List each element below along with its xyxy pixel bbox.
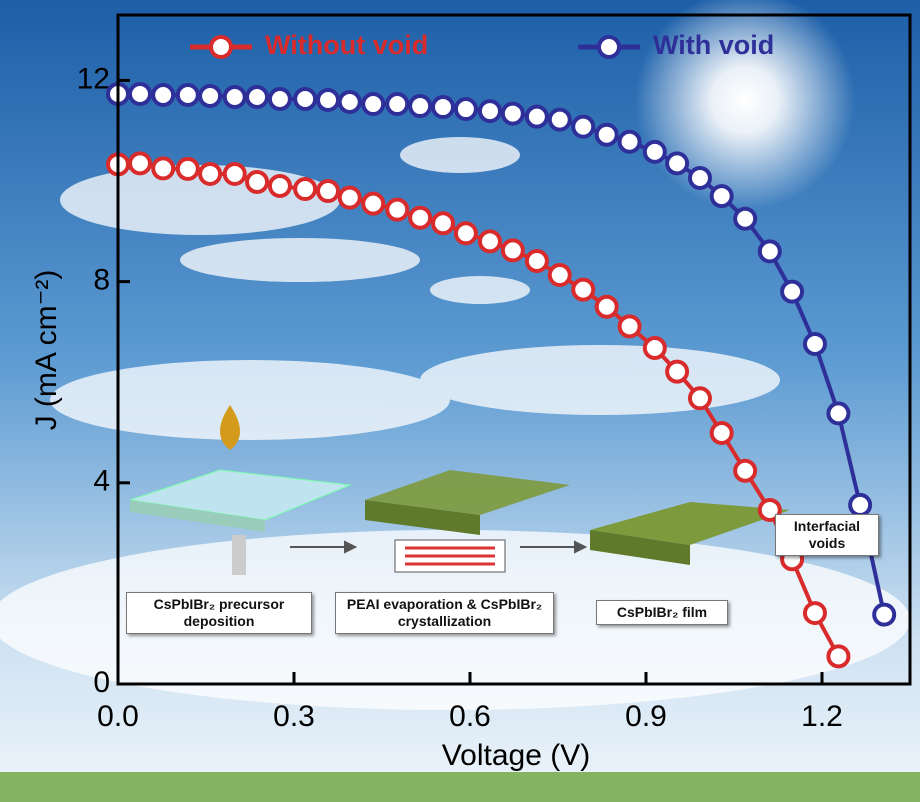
data-point [477,99,502,124]
data-point [128,81,152,106]
data-point [267,174,292,199]
data-point [245,169,270,194]
data-point [385,197,410,222]
data-point [477,229,502,254]
legend-marker [209,35,233,59]
data-point [524,248,549,273]
data-point [687,165,712,190]
data-point [337,185,362,210]
data-point [128,151,152,176]
data-point [709,420,734,445]
data-point [222,161,247,186]
data-point [547,263,572,288]
x-tick-label: 0.6 [449,700,491,733]
x-tick-label: 0.0 [97,700,139,733]
annotation: Interfacial voids [775,514,879,556]
data-point [361,191,386,216]
data-point [198,161,223,186]
sun [635,0,855,210]
y-axis-label: J (mA cm⁻²) [30,270,63,431]
data-point [408,94,433,119]
data-point [361,92,386,117]
data-point [757,497,782,522]
data-point [316,179,341,204]
axes-frame [116,13,912,686]
data-point [222,84,247,109]
y-tick-label: 8 [93,264,110,297]
data-point [733,206,758,231]
data-point [151,82,176,107]
data-point [453,97,478,122]
data-point [453,221,478,246]
data-point [293,177,318,202]
data-point [267,87,292,112]
data-point [571,277,596,302]
data-point [245,84,270,109]
data-point [198,83,223,108]
data-point [524,104,549,129]
data-point [431,211,456,236]
data-point [826,401,851,426]
data-point [802,331,827,356]
data-point [665,359,690,384]
inset-illustration [129,405,790,575]
data-point [665,151,690,176]
y-tick-label: 4 [93,465,110,498]
step-label: PEAI evaporation & CsPbIBr₂ crystallizat… [335,592,554,634]
data-point [617,314,642,339]
y-tick-label: 12 [77,62,110,95]
data-point [337,90,362,115]
legend-marker [597,35,621,59]
data-point [151,156,176,181]
data-point [408,205,433,230]
y-tick-label: 0 [93,666,110,699]
data-point [175,82,200,107]
data-point [617,129,642,154]
data-point [293,87,318,112]
x-axis-label: Voltage (V) [442,739,590,772]
data-point [500,101,525,126]
data-point [709,184,734,209]
grass [0,772,920,802]
step-label: CsPbIBr₂ precursor deposition [126,592,312,634]
legend-label: With void [653,30,774,60]
data-point [872,602,897,627]
data-point [757,239,782,264]
data-point [594,122,619,147]
data-point [175,156,200,181]
data-point [687,386,712,411]
data-point [571,114,596,139]
data-point [848,492,873,517]
legend-label: Without void [265,30,428,60]
data-point [431,95,456,120]
data-point [642,139,667,164]
x-tick-label: 0.3 [273,700,315,733]
data-point [802,601,827,626]
data-point [547,107,572,132]
data-point [780,279,805,304]
x-tick-label: 0.9 [625,700,667,733]
data-point [733,458,758,483]
step-label: CsPbIBr₂ film [596,600,728,625]
data-point [642,335,667,360]
data-point [316,88,341,113]
data-point [500,238,525,263]
x-tick-label: 1.2 [801,700,843,733]
data-point [385,92,410,117]
data-point [826,644,851,669]
data-point [594,294,619,319]
